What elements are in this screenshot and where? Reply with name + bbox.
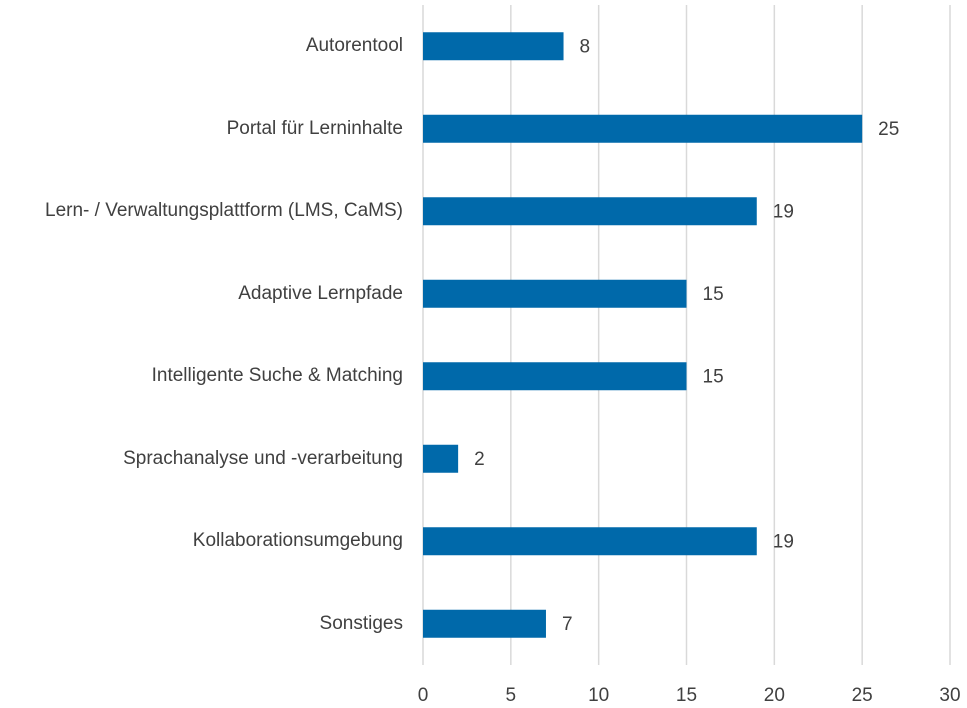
y-tick-label: Adaptive Lernpfade: [8, 282, 403, 306]
y-tick-text: Autorentool: [305, 35, 403, 57]
y-tick-label: Lern- / Verwaltungsplattform (LMS, CaMS): [8, 199, 403, 223]
data-label: 15: [703, 366, 724, 387]
x-tick-label: 25: [852, 685, 873, 706]
bar: [423, 197, 757, 226]
y-tick-text: Intelligente Suche & Matching: [151, 365, 403, 387]
x-tick-label: 0: [418, 685, 429, 706]
x-tick-label: 15: [676, 685, 697, 706]
data-label: 8: [580, 36, 591, 57]
y-tick-label: Autorentool: [8, 34, 403, 58]
bar: [423, 527, 757, 556]
data-label: 2: [474, 449, 485, 470]
data-label: 19: [773, 201, 794, 222]
y-tick-text: Kollaborationsumgebung: [192, 530, 403, 552]
y-tick-text: Portal für Lerninhalte: [226, 117, 403, 139]
data-label: 7: [562, 614, 573, 635]
bar: [423, 114, 863, 143]
bar: [423, 32, 564, 61]
data-label: 15: [703, 284, 724, 305]
y-tick-text: Lern- / Verwaltungsplattform (LMS, CaMS): [45, 200, 403, 222]
y-tick-label: Kollaborationsumgebung: [8, 529, 403, 553]
y-tick-label: Sonstiges: [8, 612, 403, 636]
bar: [423, 444, 459, 473]
x-tick-label: 5: [506, 685, 517, 706]
y-tick-text: Sprachanalyse und -verarbeitung: [123, 447, 403, 469]
x-tick-label: 20: [764, 685, 785, 706]
y-tick-label: Portal für Lerninhalte: [8, 117, 403, 141]
y-tick-text: Adaptive Lernpfade: [238, 282, 403, 304]
y-tick-label: Sprachanalyse und -verarbeitung: [8, 447, 403, 471]
x-tick-label: 10: [588, 685, 609, 706]
bar: [423, 362, 687, 391]
y-tick-label: Intelligente Suche & Matching: [8, 364, 403, 388]
data-label: 19: [773, 531, 794, 552]
x-tick-label: 30: [939, 685, 960, 706]
y-tick-text: Sonstiges: [319, 612, 403, 634]
bar: [423, 279, 687, 308]
bar: [423, 609, 546, 638]
data-label: 25: [878, 119, 899, 140]
